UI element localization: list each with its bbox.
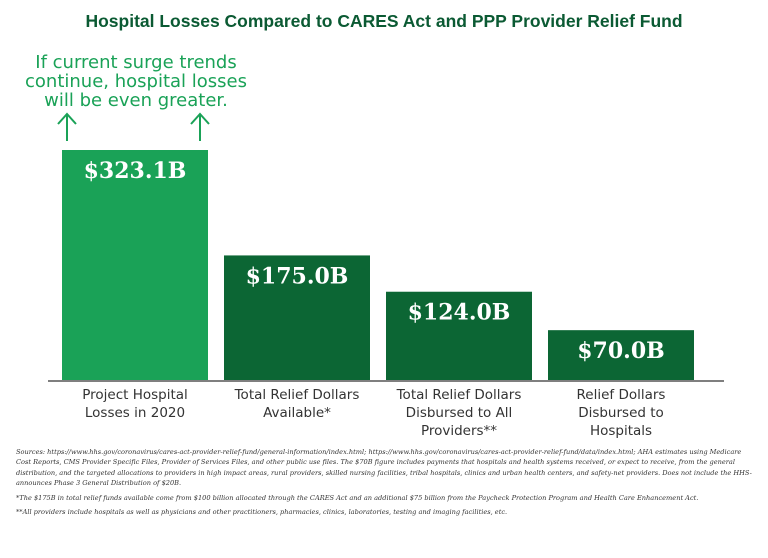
bar-value-label: $124.0B	[408, 300, 511, 326]
category-label: Total Relief Dollars Available*	[234, 387, 360, 421]
bar-value-label: $175.0B	[246, 263, 349, 289]
chart-title: Hospital Losses Compared to CARES Act an…	[85, 11, 683, 31]
footnote-relief-funds: *The $175B in total relief funds availab…	[16, 493, 699, 502]
bar	[62, 150, 208, 380]
annotation-line: continue, hospital losses	[25, 71, 247, 92]
bar	[224, 255, 370, 380]
annotation-line: will be even greater.	[44, 90, 228, 111]
footnote-all-providers: **All providers include hospitals as wel…	[16, 508, 508, 517]
footnotes: Sources: https://www.hhs.gov/coronavirus…	[16, 447, 752, 521]
bar-chart: $323.1B Project Hospital Losses in 2020 $17…	[48, 150, 724, 439]
category-label: Project Hospital Losses in 2020	[82, 387, 188, 421]
category-label: Total Relief Dollars Disbursed to All Prov…	[396, 387, 522, 439]
bar-value-label: $323.1B	[84, 158, 187, 184]
bar	[386, 291, 532, 380]
surge-annotation: If current surge trends continue, hospit…	[18, 53, 254, 110]
category-label: Relief Dollars Disbursed to Hospitals	[577, 387, 666, 439]
arrow-up-icon	[57, 112, 77, 141]
bar	[548, 330, 694, 380]
arrow-up-icon	[190, 112, 210, 141]
sources-note: Sources: https://www.hhs.gov/coronavirus…	[16, 448, 752, 488]
bar-value-label: $70.0B	[577, 338, 664, 364]
annotation-line: If current surge trends	[35, 52, 237, 73]
